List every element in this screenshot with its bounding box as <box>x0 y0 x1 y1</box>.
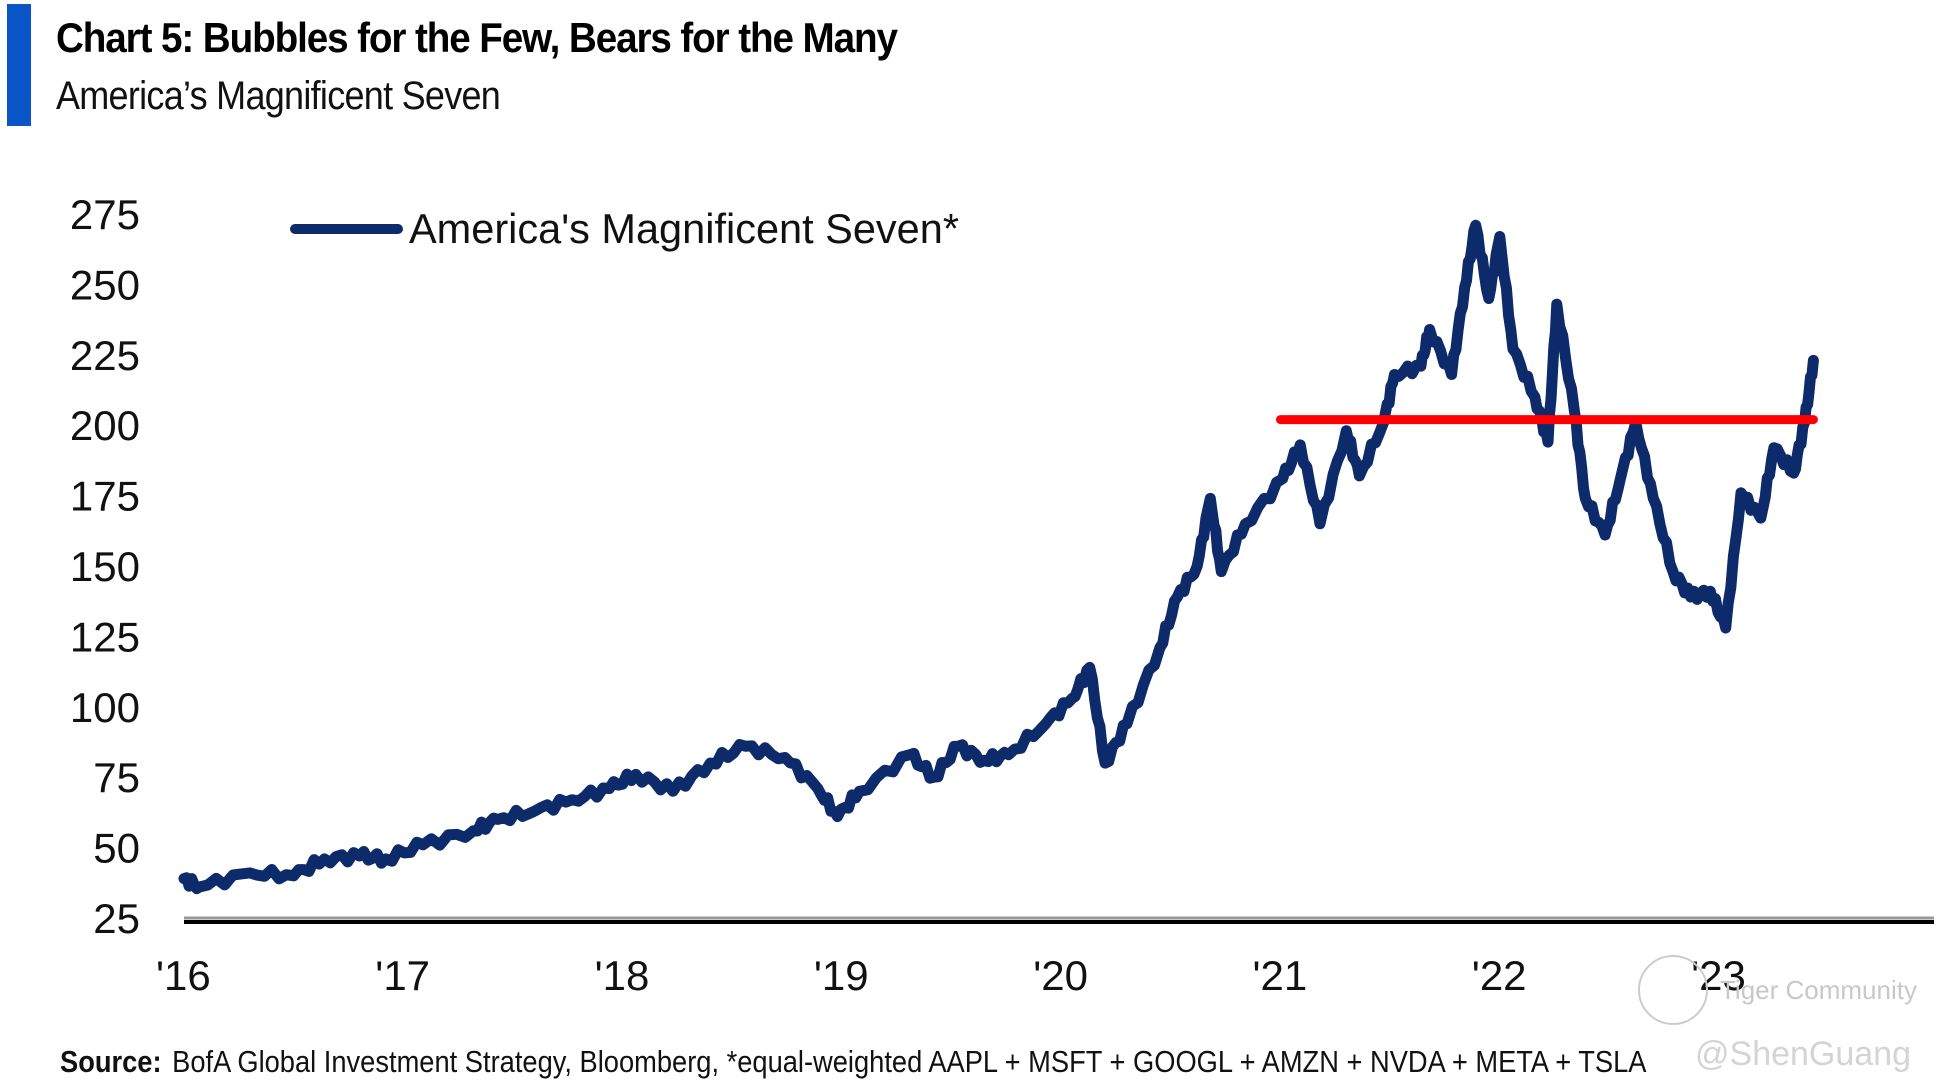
series-line-magnificent-seven <box>178 219 1819 895</box>
x-axis-ticks: '16'17'18'19'20'21'22'23 <box>156 952 1746 999</box>
x-tick-label: '19 <box>814 952 869 999</box>
watermark-logo-icon <box>1638 955 1708 1025</box>
chart-title: Chart 5: Bubbles for the Few, Bears for … <box>56 14 898 61</box>
x-tick-label: '17 <box>375 952 430 999</box>
watermark-handle: @ShenGuang <box>1695 1035 1912 1073</box>
source-note: Source: BofA Global Investment Strategy, … <box>60 1044 1646 1080</box>
y-tick-label: 125 <box>70 613 140 660</box>
x-tick-label: '18 <box>595 952 650 999</box>
source-text: BofA Global Investment Strategy, Bloombe… <box>172 1044 1647 1079</box>
watermark-text: Tiger Community <box>1720 975 1917 1005</box>
legend: America's Magnificent Seven* <box>290 205 959 252</box>
legend-label: America's Magnificent Seven* <box>409 205 959 252</box>
y-tick-label: 200 <box>70 402 140 449</box>
y-tick-label: 75 <box>93 754 140 801</box>
x-tick-label: '16 <box>156 952 211 999</box>
y-tick-label: 175 <box>70 473 140 520</box>
y-tick-label: 250 <box>70 261 140 308</box>
y-axis-ticks: 275 250 225 200 175 150 125 100 75 50 25 <box>70 191 140 942</box>
chart-subtitle: America’s Magnificent Seven <box>56 74 501 118</box>
y-tick-label: 275 <box>70 191 140 238</box>
y-tick-label: 25 <box>93 895 140 942</box>
title-accent-bar <box>7 4 31 126</box>
y-tick-label: 100 <box>70 684 140 731</box>
y-tick-label: 225 <box>70 332 140 379</box>
x-tick-label: '21 <box>1253 952 1308 999</box>
x-tick-label: '20 <box>1033 952 1088 999</box>
y-tick-label: 150 <box>70 543 140 590</box>
y-tick-label: 50 <box>93 825 140 872</box>
x-tick-label: '22 <box>1472 952 1527 999</box>
source-label: Source: <box>60 1044 162 1079</box>
